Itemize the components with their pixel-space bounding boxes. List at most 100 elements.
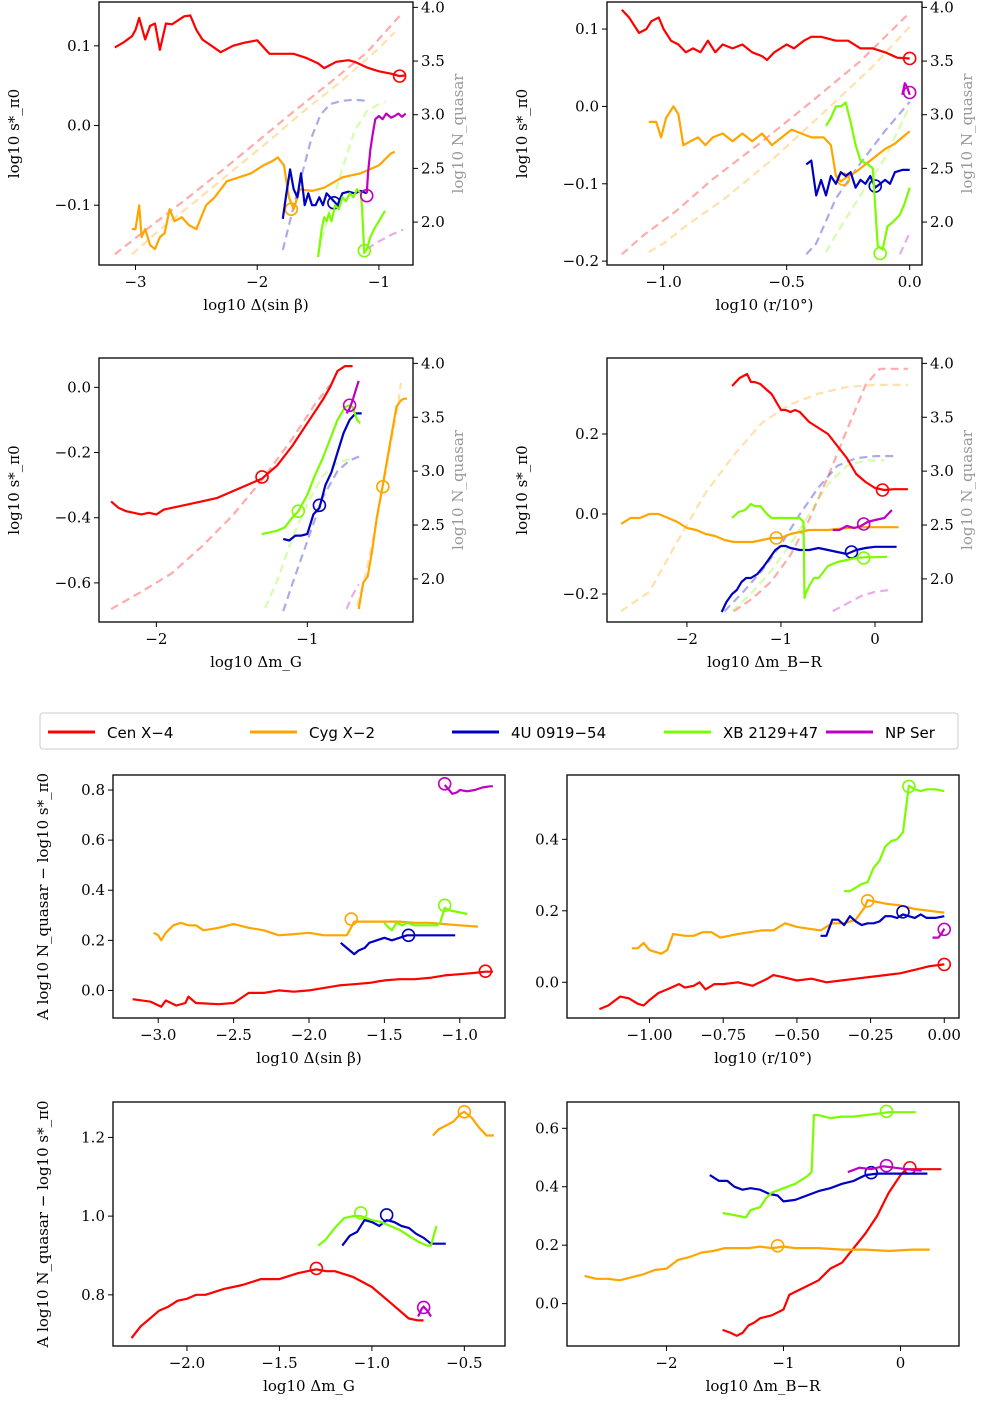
- series-line-4: [901, 82, 911, 96]
- series-line-1: [153, 920, 478, 942]
- x-tick-label: −2: [145, 630, 167, 648]
- axes-frame: [112, 774, 506, 1019]
- series-marker-4: [937, 922, 952, 937]
- panel-top-left: −3 −2 −1 −0.1 0.0 0.1 2.0 2.5 3.0 3.5 4.0 log10 N_q…: [5, 0, 467, 314]
- y-right-axis-label: log10 N_quasar: [449, 73, 467, 194]
- panel-bottom-row2-right: −2 −1 0 0.0 0.2 0.4 0.6 log10 Δm_B−R: [535, 1101, 960, 1395]
- x-tick-label: −2.5: [215, 1026, 251, 1044]
- y-tick-label: 0.0: [67, 378, 91, 396]
- x-tick-label: −1.5: [261, 1354, 297, 1372]
- series-marker-0: [309, 1261, 324, 1276]
- x-axis-label: log10 Δ(sin β): [256, 1049, 361, 1067]
- series-line-3: [825, 101, 911, 251]
- x-axis-label: log10 Δ(sin β): [203, 296, 308, 314]
- series-line-2: [805, 159, 910, 197]
- y-tick-label: −0.1: [563, 175, 599, 193]
- plot-area: [130, 1105, 494, 1339]
- x-tick-label: −2: [246, 273, 268, 291]
- y-right-tick-label: 2.0: [421, 213, 445, 231]
- series-marker-4: [856, 517, 871, 531]
- axes-frame: [98, 1, 414, 266]
- series-line-3: [731, 502, 888, 600]
- y-tick-label: 0.6: [81, 831, 105, 849]
- series-line-1: [648, 105, 911, 183]
- y-axis-label: A log10 N_quasar − log10 s*_π0: [34, 773, 52, 1021]
- plot-area: [620, 367, 908, 613]
- series-marker-3: [357, 243, 372, 258]
- y-axis-label: log10 s*_π0: [513, 89, 531, 178]
- y-tick-label: −0.1: [55, 196, 91, 214]
- legend-entry-1: Cyg X−2: [250, 724, 375, 742]
- series-line-3: [261, 404, 362, 536]
- x-tick-label: −2: [676, 630, 698, 648]
- series-line-0: [132, 970, 493, 1008]
- series-line-4: [832, 509, 893, 532]
- panel-middle-right: −2 −1 0 −0.2 0.0 0.2 2.0 2.5 3.0 3.5 4.0 log10 N_qu…: [513, 354, 976, 671]
- series-marker-0: [392, 69, 407, 83]
- legend: Cen X−4 Cyg X−2 4U 0919−54 XB 2129+47 NP…: [39, 712, 959, 750]
- legend-label-3: XB 2129+47: [723, 724, 818, 742]
- y-tick-label: −0.4: [55, 509, 91, 527]
- series-line-2: [820, 913, 945, 937]
- quasar-count-line-4: [345, 583, 360, 610]
- y-right-tick-label: 3.0: [930, 106, 954, 124]
- series-marker-4: [902, 85, 917, 100]
- series-marker-1: [284, 202, 299, 217]
- series-line-3: [722, 1111, 916, 1219]
- y-tick-label: 0.2: [535, 902, 559, 920]
- y-right-tick-label: 2.5: [421, 159, 445, 177]
- y-right-tick-label: 2.0: [930, 213, 954, 231]
- y-right-tick-label: 3.5: [930, 408, 954, 426]
- axes-frame: [112, 1101, 506, 1347]
- y-tick-label: −0.2: [563, 585, 599, 603]
- quasar-count-line-4: [898, 232, 911, 255]
- series-line-2: [341, 1218, 446, 1247]
- panels: −3 −2 −1 −0.1 0.0 0.1 2.0 2.5 3.0 3.5 4.0 log10 N_q…: [5, 0, 976, 1395]
- series-marker-1: [860, 893, 875, 908]
- y-right-tick-label: 3.0: [421, 462, 445, 480]
- x-axis-label: log10 Δm_G: [263, 1377, 355, 1395]
- series-marker-0: [902, 51, 917, 66]
- x-tick-label: −3.0: [140, 1026, 176, 1044]
- y-right-tick-label: 4.0: [930, 0, 954, 16]
- panel-middle-left: −2 −1 −0.6 −0.4 −0.2 0.0 2.0 2.5 3.0 3.5 4.0 log10 …: [5, 354, 467, 671]
- series-line-0: [620, 8, 910, 62]
- quasar-count-line-1: [620, 383, 908, 613]
- quasar-count-line-3: [317, 100, 386, 253]
- quasar-count-line-1: [131, 31, 396, 256]
- panel-bottom-row1-left: −3.0 −2.5 −2.0 −1.5 −1.0 0.0 0.2 0.4 0.6 0.8 log10…: [34, 773, 506, 1067]
- series-marker-4: [879, 1158, 894, 1173]
- x-tick-label: −3: [124, 273, 146, 291]
- series-marker-1: [770, 1238, 785, 1253]
- x-tick-label: −0.75: [700, 1026, 746, 1044]
- series-line-1: [631, 898, 945, 955]
- series-marker-3: [902, 779, 916, 794]
- series-line-0: [731, 372, 908, 492]
- legend-entry-0: Cen X−4: [48, 724, 173, 742]
- axes-frame: [606, 1, 923, 266]
- series-line-0: [722, 1168, 942, 1337]
- plot-area: [110, 365, 407, 612]
- x-axis-label: log10 (r/10°): [714, 1049, 812, 1067]
- series-line-0: [598, 963, 945, 1011]
- series-line-0: [110, 365, 353, 516]
- plot-area: [584, 1104, 942, 1337]
- series-marker-0: [478, 964, 493, 978]
- plot-area: [620, 8, 917, 261]
- quasar-count-line-0: [110, 384, 331, 611]
- x-tick-label: −0.5: [768, 273, 804, 291]
- series-marker-1: [457, 1105, 472, 1119]
- axes-frame: [566, 774, 960, 1019]
- y-tick-label: 0.2: [535, 1236, 559, 1254]
- quasar-count-line-4: [366, 228, 404, 250]
- y-tick-label: 1.2: [81, 1128, 105, 1146]
- plot-area: [132, 776, 493, 1008]
- y-tick-label: 0.4: [81, 881, 105, 899]
- legend-label-0: Cen X−4: [107, 724, 173, 742]
- plot-area: [114, 14, 407, 258]
- y-axis-label: log10 s*_π0: [5, 89, 23, 178]
- quasar-count-line-1: [648, 25, 911, 254]
- x-tick-label: 0.00: [928, 1026, 961, 1044]
- y-right-axis-label: log10 N_quasar: [958, 429, 976, 550]
- x-tick-label: 0: [896, 1354, 906, 1372]
